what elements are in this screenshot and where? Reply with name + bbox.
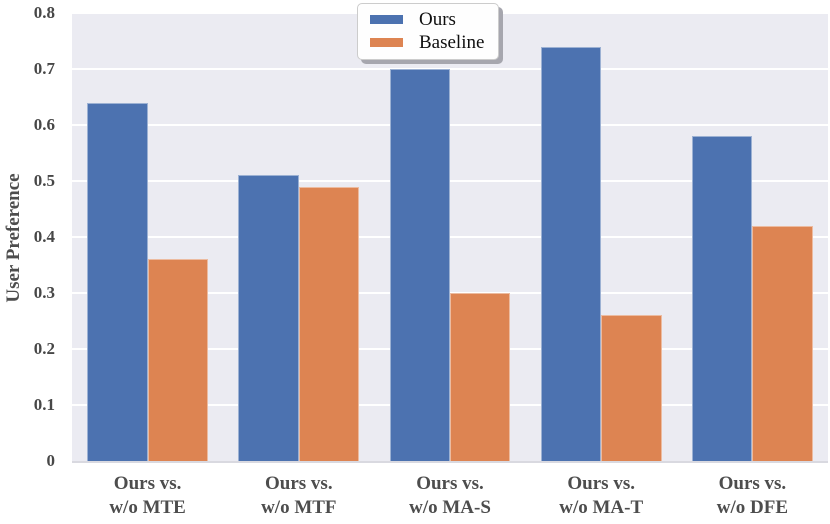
bar-ours-2 [238,175,299,461]
x-tick-line: w/o MTF [261,497,337,518]
y-tick-label: 0.3 [33,283,55,302]
y-tick-label: 0.5 [33,171,55,190]
x-tick-line: Ours vs. [113,473,182,494]
y-tick-label: 0 [46,451,56,470]
x-tick-line: w/o MA-T [559,497,644,518]
x-tick-line: Ours vs. [416,473,484,494]
legend-item-ours: Ours [370,9,484,30]
x-tick-label: Ours vs. w/o MA-S [375,472,525,520]
x-tick-line: Ours vs. [567,473,635,494]
y-axis-label: User Preference [3,173,24,303]
y-tick-label: 0.4 [33,227,55,246]
bar-baseline-1 [147,259,209,461]
y-tick-label: 0.8 [33,3,55,22]
x-tick-label: Ours vs. w/o MA-T [526,472,676,520]
x-tick-label: Ours vs. w/o MTF [224,472,374,520]
x-tick-line: Ours vs. [718,473,787,494]
gridline [72,68,828,70]
bar-ours-1 [87,102,148,461]
bar-baseline-5 [752,225,813,461]
y-tick-label: 0.7 [33,59,55,78]
legend-label: Ours [419,9,456,30]
gridline [72,236,828,238]
bar-baseline-2 [298,186,360,461]
x-tick-line: w/o MA-S [409,497,491,518]
bar-ours-5 [691,136,753,461]
x-tick-label: Ours vs. w/o DFE [677,472,827,520]
bar-ours-4 [540,46,602,461]
legend-swatch-icon [370,15,403,24]
bar-baseline-4 [601,315,662,461]
legend: Ours Baseline [357,3,500,60]
x-tick-line: w/o DFE [716,497,789,518]
legend-label: Baseline [419,32,485,53]
bar-baseline-3 [450,293,511,461]
x-tick-line: Ours vs. [265,473,333,494]
legend-swatch-icon [370,38,403,47]
gridline [72,180,828,182]
x-tick-label: Ours vs. w/o MTE [73,472,223,520]
y-tick-label: 0.2 [33,339,55,358]
gridline [72,124,828,126]
legend-item-baseline: Baseline [370,32,484,53]
y-tick-label: 0.1 [33,395,55,414]
plot-area [72,12,828,463]
y-tick-label: 0.6 [33,115,55,134]
x-tick-line: w/o MTE [109,497,186,518]
bar-ours-3 [389,69,450,461]
